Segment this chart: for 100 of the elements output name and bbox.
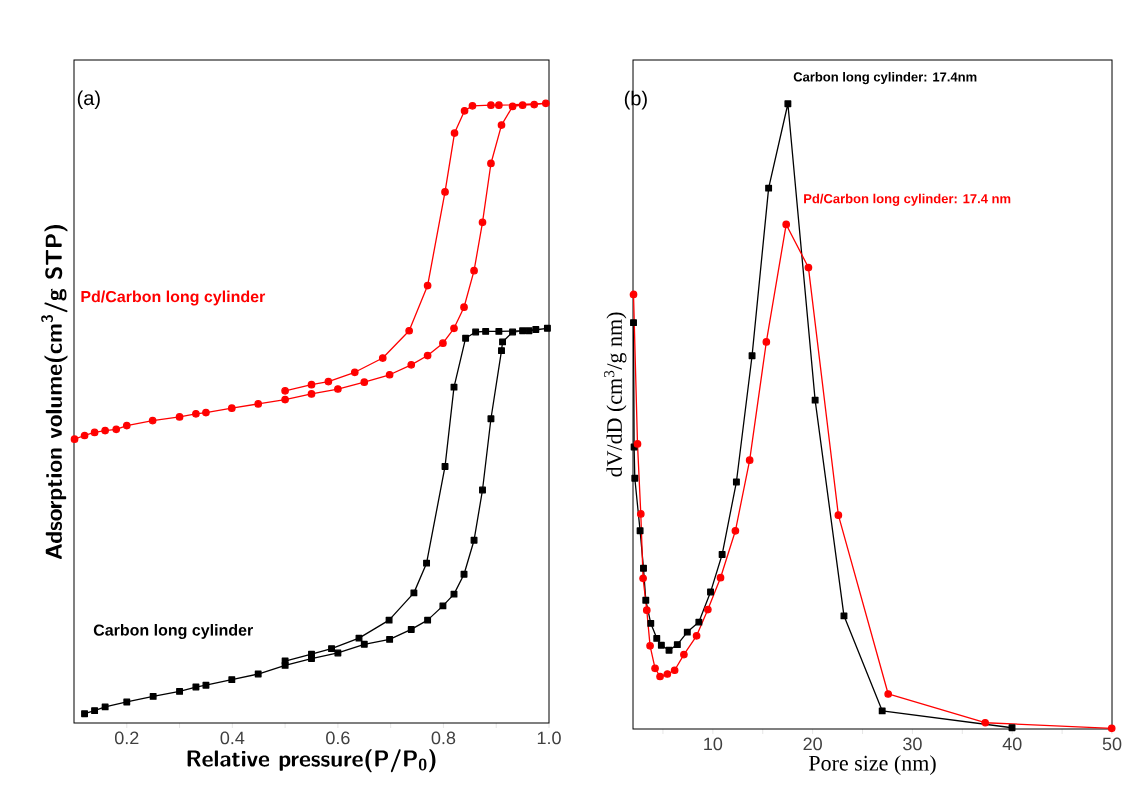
point [439,339,447,348]
point [450,590,458,598]
point [460,303,468,312]
point [695,618,703,626]
point [631,474,639,482]
point [355,634,363,642]
point [360,640,368,648]
point [1008,724,1016,732]
point [834,511,843,520]
point [386,635,394,643]
point [1107,724,1116,733]
point [495,101,503,110]
point [878,707,886,715]
point [509,328,517,336]
point [334,385,342,393]
point [657,641,665,649]
point [405,326,413,335]
point [804,263,813,272]
point [981,718,990,727]
point [642,596,650,604]
point [670,666,679,675]
point [487,159,495,168]
point [498,347,505,355]
point [884,690,893,698]
series-label: Carbon long cylinder: 17.4nm [793,71,977,85]
x-tick-label: 0.8 [431,731,456,745]
x-tick-label: 0.4 [220,731,245,745]
x-tick-label: 1.0 [537,731,561,745]
annotation: (b) [624,90,647,110]
point [460,106,469,115]
point [281,395,289,404]
point [784,100,792,108]
point [308,650,315,658]
point [202,681,210,689]
point [350,368,359,377]
point [518,101,527,110]
x-tick-label: 20 [803,737,822,751]
point [840,612,848,620]
point [519,327,527,335]
point [508,102,517,111]
point [673,641,681,649]
point [630,319,637,327]
point [307,380,316,389]
point [91,707,99,715]
point [482,327,490,335]
x-tick-label: 0.2 [114,731,139,745]
point [530,100,539,109]
point [732,478,740,486]
point [495,327,503,335]
point [639,574,647,583]
point [450,129,459,137]
point [748,352,756,360]
point [80,431,89,440]
series-label: Pd/Carbon long cylinder: 17.4 nm [804,193,1011,206]
point [324,377,333,386]
point [470,266,478,275]
point [707,588,714,596]
point [101,703,109,711]
point [423,559,431,567]
point [636,527,644,535]
point [680,650,688,659]
point [716,573,725,582]
point [101,426,109,435]
x-tick-label: 10 [704,737,723,751]
x-tick-label: 30 [903,737,922,751]
point [149,692,157,700]
point [762,338,771,346]
x-axis-title: Pore size (nm) [808,755,936,776]
point [470,536,478,544]
point [407,625,415,633]
point [704,605,712,614]
annotation: (a) [77,90,100,110]
point [423,351,432,360]
point [123,698,131,706]
point [176,687,184,695]
point [646,641,654,650]
point [192,683,200,691]
point [811,396,819,404]
point [487,415,495,423]
point [254,670,262,678]
point [148,416,157,425]
point [81,710,89,718]
point [629,290,638,299]
point [497,121,506,129]
point [227,404,236,413]
point [281,657,289,665]
point [656,672,664,681]
point [281,387,289,395]
point [423,281,432,290]
point [70,435,79,444]
point [90,428,99,437]
point [468,101,477,110]
point [407,361,416,369]
point [360,378,369,387]
point [450,383,458,391]
point [642,606,651,615]
point [441,463,449,470]
point [718,551,726,559]
point [731,526,740,535]
point [460,570,468,578]
